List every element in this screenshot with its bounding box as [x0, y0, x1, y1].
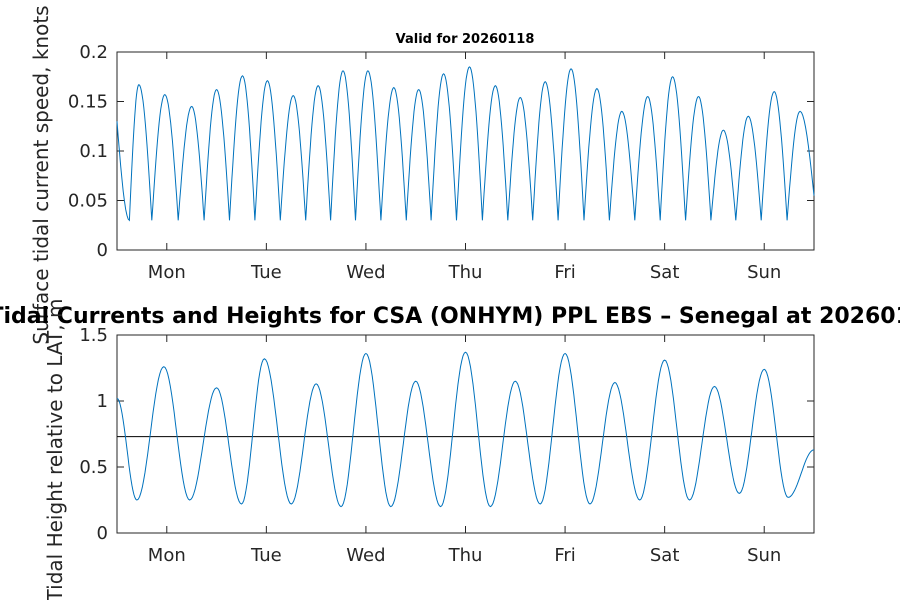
x-tick-label-tue: Tue: [250, 545, 282, 566]
y-tick-label: 0.15: [68, 92, 108, 113]
x-tick-label-sat: Sat: [650, 262, 680, 283]
speed-axes: 0 0.05 0.1 0.15 0.2 Mon Tue Wed Thu Fri Sat Sun Va…: [29, 5, 815, 345]
x-tick-label-mon: Mon: [148, 262, 186, 283]
x-tick-label-tue: Tue: [250, 262, 282, 283]
y-tick-label: 0.2: [79, 42, 108, 63]
height-series-line: [116, 351, 815, 508]
x-tick-label-fri: Fri: [554, 545, 575, 566]
x-tick-label-thu: Thu: [448, 262, 483, 283]
y-tick-label: 0.1: [79, 141, 108, 162]
y-tick-label: 0.5: [79, 457, 108, 478]
x-tick-label-sun: Sun: [747, 262, 781, 283]
y-tick-label: 1.5: [79, 325, 108, 346]
speed-series-line: [116, 66, 815, 222]
height-y-axis-label: Tidal Height relative to LAT, m: [43, 299, 67, 600]
y-tick-label: 0: [97, 240, 108, 261]
speed-y-axis-label: Surface tidal current speed, knots: [29, 5, 53, 344]
height-chart-title: Tidal Currents and Heights for CSA (ONHY…: [0, 304, 900, 329]
x-tick-label-mon: Mon: [148, 545, 186, 566]
x-tick-label-wed: Wed: [346, 545, 385, 566]
x-tick-label-fri: Fri: [554, 262, 575, 283]
x-tick-label-sat: Sat: [650, 545, 680, 566]
y-tick-label: 1: [97, 391, 108, 412]
y-tick-label: 0: [97, 523, 108, 544]
y-tick-label: 0.05: [68, 191, 108, 212]
x-tick-label-thu: Thu: [448, 545, 483, 566]
height-axes-box: [116, 334, 815, 534]
height-axes: 0 0.5 1 1.5 Mon Tue Wed Thu Fri Sat Sun Tidal Cur…: [0, 299, 900, 603]
x-tick-label-wed: Wed: [346, 262, 385, 283]
x-tick-label-sun: Sun: [747, 545, 781, 566]
speed-chart-title: Valid for 20260118: [396, 32, 535, 47]
